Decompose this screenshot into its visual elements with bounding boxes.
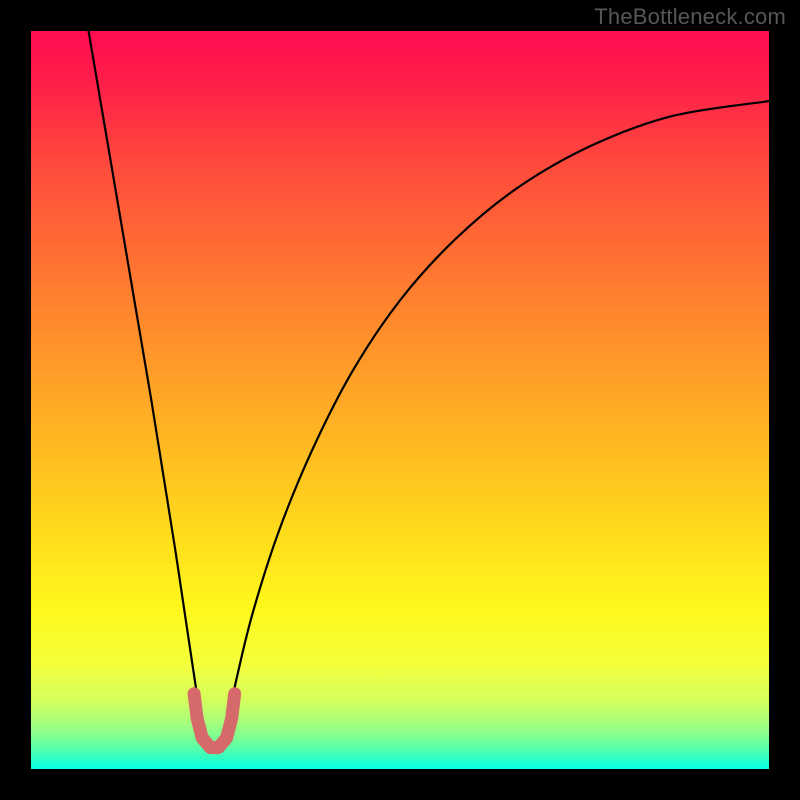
bottleneck-chart bbox=[31, 31, 769, 769]
watermark-text: TheBottleneck.com bbox=[594, 4, 786, 30]
plot-background bbox=[31, 31, 769, 769]
plot-svg bbox=[31, 31, 769, 769]
